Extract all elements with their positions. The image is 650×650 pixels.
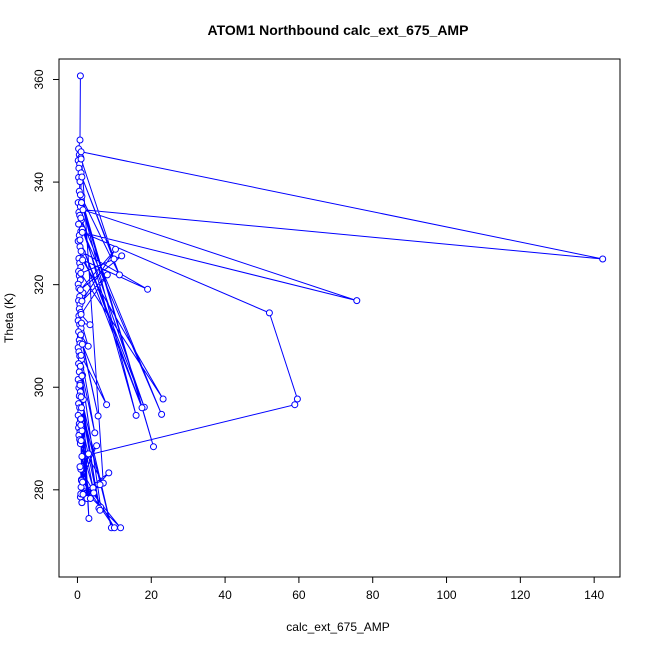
x-axis: 0 20 40 60 80 100 120 140 — [74, 577, 604, 602]
data-point — [116, 271, 123, 279]
data-point — [144, 285, 152, 293]
data-point — [293, 395, 301, 403]
data-point — [77, 269, 85, 277]
data-point — [79, 206, 87, 214]
data-point — [77, 155, 85, 163]
data-point — [76, 286, 84, 294]
data-point — [93, 442, 101, 450]
data-point — [77, 247, 85, 255]
data-point — [85, 515, 93, 522]
data-point — [77, 421, 85, 429]
data-point — [132, 411, 140, 419]
data-point — [118, 252, 126, 260]
data-point — [110, 255, 118, 263]
data-point — [78, 340, 86, 348]
data-point — [78, 173, 86, 181]
series-line — [77, 75, 603, 529]
data-point — [76, 381, 84, 389]
data-point — [78, 372, 86, 380]
data-point — [76, 362, 84, 370]
data-point — [94, 412, 102, 420]
data-point — [96, 506, 104, 514]
data-point — [78, 228, 86, 236]
y-axis: 280 300 320 340 360 — [32, 69, 59, 500]
data-point — [105, 469, 113, 477]
data-point — [86, 321, 94, 329]
data-point — [103, 401, 111, 409]
data-point — [76, 72, 84, 80]
x-tick-label: 0 — [74, 588, 81, 602]
x-tick-label: 20 — [145, 588, 159, 602]
data-point — [77, 415, 85, 423]
data-point — [77, 214, 85, 222]
data-point — [150, 443, 157, 451]
data-point — [79, 490, 87, 498]
data-point — [158, 410, 166, 418]
data-point — [103, 271, 111, 279]
data-point — [291, 401, 299, 409]
x-tick-label: 120 — [510, 588, 530, 602]
data-point — [353, 297, 361, 305]
data-point — [96, 481, 104, 489]
x-tick-label: 40 — [218, 588, 232, 602]
series-layer — [74, 72, 607, 532]
plot-frame — [58, 58, 621, 578]
data-point — [138, 404, 146, 412]
data-point — [76, 463, 84, 471]
data-point — [76, 191, 84, 199]
data-point — [86, 495, 94, 502]
data-point — [76, 236, 84, 244]
x-axis-label: calc_ext_675_AMP — [286, 620, 389, 634]
x-tick-label: 100 — [437, 588, 457, 602]
data-point — [117, 524, 125, 532]
data-point — [265, 309, 273, 317]
data-point — [159, 395, 167, 403]
y-tick-label: 340 — [32, 172, 46, 192]
data-point — [77, 331, 85, 339]
data-point — [110, 524, 118, 532]
data-point — [75, 220, 83, 228]
y-tick-label: 360 — [32, 69, 46, 89]
data-point — [76, 136, 84, 144]
y-axis-label: Theta (K) — [2, 293, 16, 343]
data-point — [91, 429, 99, 437]
chart-title: ATOM1 Northbound calc_ext_675_AMP — [208, 22, 469, 38]
data-point — [78, 427, 86, 435]
data-point — [78, 199, 85, 207]
x-tick-label: 80 — [366, 588, 380, 602]
data-point — [90, 489, 98, 497]
y-tick-label: 300 — [32, 377, 46, 397]
data-point — [78, 499, 86, 507]
x-tick-label: 60 — [292, 588, 306, 602]
data-point — [84, 342, 92, 350]
data-point — [112, 245, 119, 253]
y-tick-label: 280 — [32, 479, 46, 499]
data-point — [78, 319, 85, 327]
data-point — [85, 450, 92, 458]
data-point — [78, 453, 86, 460]
data-point — [77, 310, 85, 318]
data-point — [79, 256, 87, 264]
data-point — [77, 437, 85, 445]
data-point — [78, 404, 85, 412]
data-point — [77, 148, 85, 156]
y-tick-label: 320 — [32, 274, 46, 294]
data-point — [599, 255, 607, 263]
data-point — [79, 478, 87, 486]
data-point — [77, 351, 85, 359]
data-point — [78, 297, 86, 305]
data-point — [77, 393, 85, 401]
x-tick-label: 140 — [584, 588, 604, 602]
